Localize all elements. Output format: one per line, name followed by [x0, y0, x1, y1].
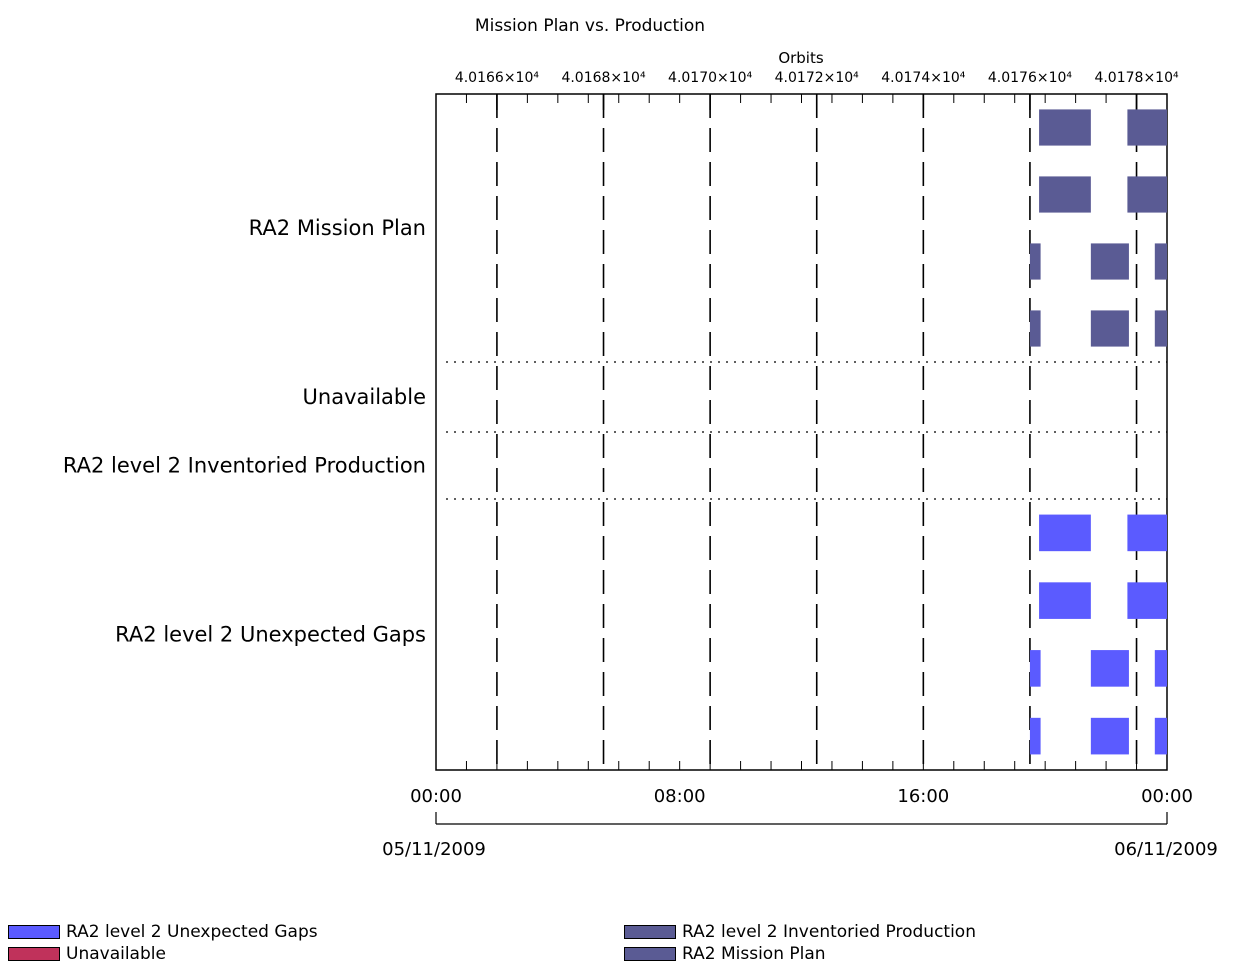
timeline-bar: [1039, 582, 1091, 619]
legend-item-unavailable: Unavailable: [8, 943, 166, 965]
timeline-bar: [1039, 514, 1091, 552]
category-label: RA2 Mission Plan: [249, 216, 426, 240]
top-tick-label: 4.0166×10⁴: [455, 70, 540, 86]
timeline-bar: [1127, 109, 1167, 146]
legend-swatch-unexpected-gaps: [8, 925, 60, 939]
date-label-end: 06/11/2009: [1114, 839, 1218, 860]
top-tick-label: 4.0172×10⁴: [775, 70, 860, 86]
timeline-bar: [1154, 650, 1167, 687]
timeline-bar: [1039, 109, 1091, 146]
legend-swatch-unavailable: [8, 947, 60, 961]
timeline-bar: [1127, 514, 1167, 552]
timeline-bar: [1090, 717, 1129, 755]
timeline-bar: [1154, 243, 1167, 280]
top-tick-label: 4.0170×10⁴: [668, 70, 753, 86]
timeline-bar: [1090, 650, 1129, 687]
top-tick-label: 4.0178×10⁴: [1094, 70, 1179, 86]
timeline-bar: [1029, 717, 1041, 755]
top-axis-label: Orbits: [778, 49, 824, 67]
timeline-bar: [1039, 176, 1091, 213]
category-labels: RA2 Mission Plan Unavailable RA2 level 2 I…: [63, 216, 426, 647]
timeline-bar: [1029, 243, 1041, 280]
timeline-bar: [1154, 717, 1167, 755]
top-tick-label: 4.0168×10⁴: [561, 70, 646, 86]
bottom-time-axis: 00:00 08:00 16:00 00:00: [410, 761, 1193, 825]
legend-label-inventoried-production: RA2 level 2 Inventoried Production: [682, 922, 976, 942]
legend-item-unexpected-gaps: RA2 level 2 Unexpected Gaps: [8, 921, 318, 943]
bars-group: [1029, 109, 1167, 755]
chart-title: Mission Plan vs. Production: [475, 16, 705, 36]
legend-item-inventoried-production: RA2 level 2 Inventoried Production: [624, 921, 976, 943]
time-tick-label: 16:00: [897, 786, 949, 807]
timeline-bar: [1090, 243, 1129, 280]
legend-label-unexpected-gaps: RA2 level 2 Unexpected Gaps: [66, 922, 318, 942]
timeline-bar: [1090, 310, 1129, 347]
date-label-start: 05/11/2009: [382, 839, 486, 860]
legend-label-unavailable: Unavailable: [66, 944, 166, 964]
timeline-bar: [1029, 310, 1041, 347]
time-tick-label: 00:00: [410, 786, 462, 807]
timeline-bar: [1127, 582, 1167, 619]
timeline-bar: [1029, 650, 1041, 687]
top-tick-label: 4.0174×10⁴: [881, 70, 966, 86]
category-label: RA2 level 2 Unexpected Gaps: [115, 623, 426, 647]
timeline-bar: [1154, 310, 1167, 347]
time-tick-label: 08:00: [654, 786, 706, 807]
category-label: RA2 level 2 Inventoried Production: [63, 454, 426, 478]
top-axis-tick-labels: 4.0166×10⁴ 4.0168×10⁴ 4.0170×10⁴ 4.0172×10⁴…: [435, 70, 1179, 110]
legend-swatch-inventoried-production: [624, 925, 676, 939]
timeline-chart: Mission Plan vs. Production Orbits 4.016…: [63, 16, 1218, 860]
top-tick-label: 4.0176×10⁴: [988, 70, 1073, 86]
time-tick-label: 00:00: [1141, 786, 1193, 807]
legend-item-mission-plan: RA2 Mission Plan: [624, 943, 826, 965]
legend-label-mission-plan: RA2 Mission Plan: [682, 944, 826, 964]
legend-swatch-mission-plan: [624, 947, 676, 961]
category-label: Unavailable: [303, 385, 426, 409]
timeline-bar: [1127, 176, 1167, 213]
